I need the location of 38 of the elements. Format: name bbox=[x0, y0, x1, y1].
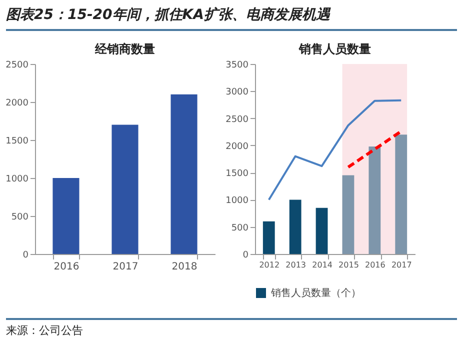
bar bbox=[170, 94, 198, 254]
legend-label: 销售人员数量（个） bbox=[270, 287, 361, 299]
bar bbox=[368, 146, 381, 254]
bar bbox=[342, 175, 354, 254]
bar bbox=[262, 221, 275, 254]
y-tick-label: 1500 bbox=[6, 136, 29, 146]
chart-title: 经销商数量 bbox=[94, 42, 155, 56]
bar bbox=[316, 208, 328, 254]
y-tick-label: 2000 bbox=[226, 142, 249, 152]
y-tick-label: 1500 bbox=[226, 169, 249, 180]
y-tick-label: 3000 bbox=[226, 88, 249, 98]
bar bbox=[395, 134, 408, 254]
x-tick-label: 2014 bbox=[312, 260, 332, 270]
y-tick-label: 2500 bbox=[226, 114, 249, 125]
bar bbox=[112, 124, 138, 254]
y-tick-label: 500 bbox=[231, 223, 249, 234]
x-tick-label: 2013 bbox=[286, 260, 306, 270]
y-tick-label: 2500 bbox=[6, 60, 29, 70]
y-tick-label: 3500 bbox=[226, 60, 249, 70]
source-note: 来源：公司公告 bbox=[6, 318, 457, 338]
x-tick-label: 2017 bbox=[112, 262, 138, 272]
y-tick-label: 0 bbox=[242, 250, 249, 260]
x-tick-label: 2012 bbox=[259, 260, 280, 270]
bar bbox=[289, 200, 302, 254]
x-tick-label: 2016 bbox=[54, 262, 80, 272]
y-tick-label: 500 bbox=[11, 212, 29, 222]
chart-title: 销售人员数量 bbox=[298, 42, 371, 56]
x-tick-label: 2018 bbox=[172, 262, 198, 272]
bar bbox=[52, 178, 80, 254]
y-tick-label: 1000 bbox=[226, 196, 249, 206]
x-tick-label: 2017 bbox=[391, 260, 412, 270]
y-tick-label: 0 bbox=[22, 250, 29, 260]
line-series bbox=[268, 99, 402, 201]
text: 图表25：15-20年间，抓住KA扩张、电商发展机遇 bbox=[6, 6, 457, 31]
x-tick-label: 2016 bbox=[364, 260, 386, 270]
y-tick-label: 1000 bbox=[6, 174, 29, 184]
x-tick-label: 2015 bbox=[338, 260, 359, 270]
y-tick-label: 2000 bbox=[6, 98, 29, 108]
